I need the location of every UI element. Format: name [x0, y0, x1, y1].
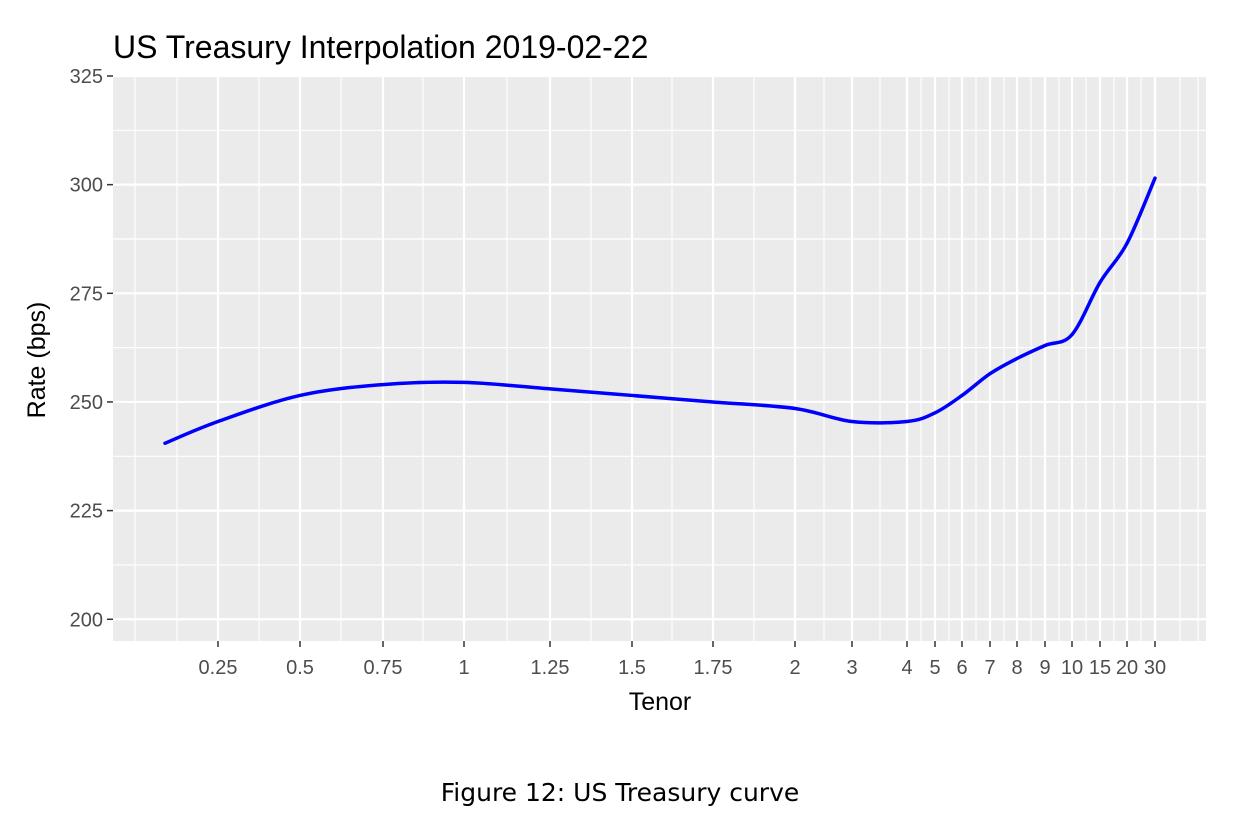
data-point [711, 400, 715, 404]
data-point [1070, 333, 1074, 337]
x-tick-label: 1.75 [694, 657, 733, 679]
rate-curve-points [163, 176, 1157, 445]
x-tick-label: 7 [984, 657, 995, 679]
x-axis: 0.25 0.5 0.75 1 1.25 1.5 1.75 2 3 4 5 6 7 8 9 10 15 20 30 [199, 641, 1166, 679]
y-tick-label: 300 [70, 175, 103, 197]
figure-caption: Figure 12: US Treasury curve [440, 778, 800, 807]
data-point [1043, 343, 1047, 347]
x-tick-label: 5 [929, 657, 940, 679]
x-tick-label: 9 [1039, 657, 1050, 679]
x-tick-label: 15 [1089, 657, 1111, 679]
x-tick-label: 4 [901, 657, 912, 679]
chart: US Treasury Interpolation 2019-02-22 200… [23, 29, 1206, 716]
data-point [933, 411, 937, 415]
vertical-gridlines [134, 76, 1199, 641]
data-point [381, 383, 385, 387]
y-tick-label: 225 [70, 501, 103, 523]
data-point [216, 420, 220, 424]
x-tick-label: 8 [1011, 657, 1022, 679]
x-axis-title: Tenor [629, 688, 692, 716]
x-tick-label: 20 [1116, 657, 1138, 679]
chart-title: US Treasury Interpolation 2019-02-22 [113, 29, 648, 65]
y-axis-title: Rate (bps) [23, 302, 51, 419]
data-point [1015, 357, 1019, 360]
x-tick-label: 1.25 [531, 657, 570, 679]
y-tick-label: 250 [70, 392, 103, 414]
data-point [988, 372, 992, 376]
minor-gridlines-y [113, 129, 1206, 566]
y-axis: 200 225 250 275 300 325 [70, 66, 113, 631]
data-point [1153, 176, 1157, 180]
plot-panel [113, 76, 1206, 641]
x-tick-label: 0.25 [199, 657, 238, 679]
y-tick-label: 200 [70, 609, 103, 631]
x-tick-label: 6 [956, 657, 967, 679]
data-point [793, 406, 797, 410]
data-point [960, 393, 964, 397]
x-tick-label: 30 [1144, 657, 1166, 679]
data-point [548, 387, 552, 391]
data-point [462, 380, 466, 384]
x-tick-label: 3 [846, 657, 857, 679]
x-tick-label: 0.75 [364, 657, 403, 679]
x-tick-label: 2 [789, 657, 800, 679]
data-point [163, 441, 167, 445]
data-point [1098, 280, 1102, 284]
data-point [630, 393, 634, 397]
y-tick-label: 275 [70, 283, 103, 305]
data-point [850, 420, 854, 424]
y-tick-label: 325 [70, 66, 103, 88]
data-point [905, 420, 909, 424]
x-tick-label: 0.5 [286, 657, 314, 679]
x-tick-label: 10 [1061, 657, 1083, 679]
x-tick-label: 1.5 [618, 657, 646, 679]
major-gridlines-y [113, 74, 1206, 621]
data-point [1125, 241, 1129, 245]
x-tick-label: 1 [458, 657, 469, 679]
data-point [298, 393, 302, 397]
